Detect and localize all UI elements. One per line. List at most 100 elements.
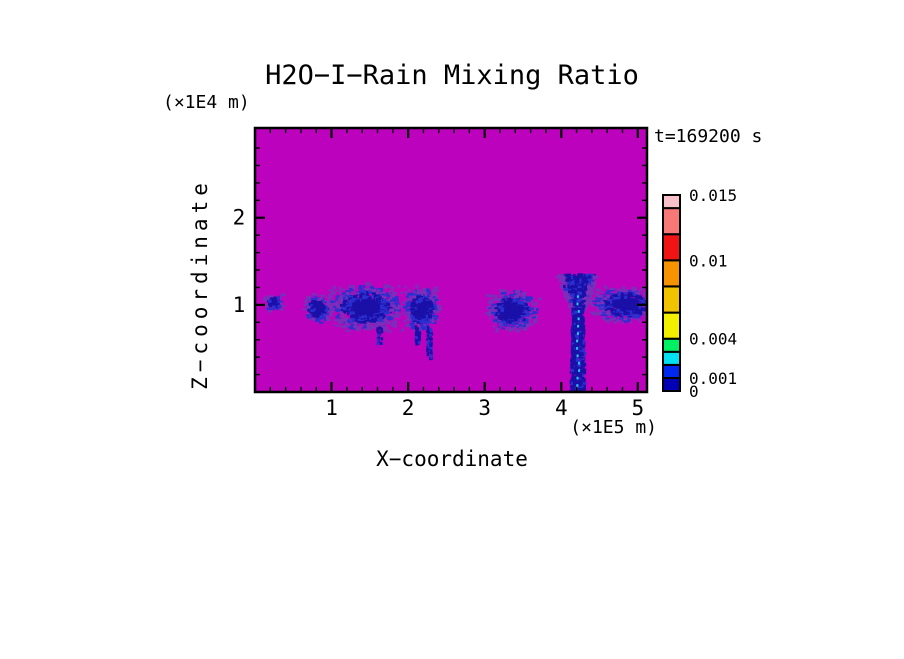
rain-speckle	[580, 328, 586, 334]
rain-speckle	[330, 314, 333, 317]
rain-speckle	[596, 302, 601, 305]
rain-speckle	[500, 316, 506, 319]
rain-speckle	[334, 303, 339, 306]
rain-speckle	[340, 288, 346, 291]
rain-speckle	[573, 360, 577, 363]
rain-speckle	[612, 299, 616, 303]
rain-speckle	[570, 363, 574, 368]
rain-speckle	[577, 313, 582, 317]
rain-speckle	[502, 319, 507, 324]
rain-speckle	[568, 290, 573, 294]
rain-speckle	[346, 325, 351, 327]
z-tick-labels: 12	[233, 206, 246, 317]
rain-speckle	[499, 289, 503, 292]
rain-speckle	[655, 294, 660, 296]
rain-speckle	[342, 307, 347, 311]
rain-speckle	[360, 317, 366, 320]
rain-speckle	[633, 287, 637, 291]
rain-speckle	[604, 319, 610, 322]
rain-speckle	[587, 285, 590, 289]
rain-speckle	[375, 305, 380, 308]
rain-speckle	[272, 307, 275, 311]
rain-speckle	[575, 280, 580, 284]
rain-speckle	[345, 302, 351, 304]
rain-speckle	[565, 297, 570, 301]
rain-speckle	[309, 307, 314, 310]
rain-speckle	[426, 334, 430, 338]
rain-speckle	[522, 304, 528, 306]
rain-speckle	[580, 344, 586, 348]
rain-speckle	[579, 278, 584, 283]
rain-speckle	[394, 299, 399, 302]
rain-speckle	[346, 304, 353, 307]
rain-speckle	[641, 302, 646, 305]
rain-speckle	[397, 304, 402, 307]
rain-speckle	[612, 296, 618, 300]
rain-speckle	[581, 299, 585, 303]
rain-speckle	[430, 346, 433, 350]
rain-speckle	[596, 306, 601, 309]
colorbar: 00.001 0.004 0.01 0.015	[662, 186, 737, 401]
rain-speckle	[425, 312, 429, 315]
rain-speckle	[266, 297, 272, 300]
rain-speckle	[644, 317, 647, 321]
rain-speckle	[649, 310, 652, 312]
rain-speckle	[335, 298, 340, 302]
rain-speckle	[316, 301, 322, 306]
rain-speckle	[349, 287, 353, 290]
rain-speckle	[412, 295, 417, 299]
rain-speckle	[277, 304, 282, 308]
rain-speckle	[492, 310, 498, 313]
rain-speckle	[408, 294, 411, 297]
rain-speckle	[583, 299, 586, 302]
rain-speckle	[424, 310, 428, 313]
rain-speckle	[359, 297, 363, 299]
rain-speckle	[380, 310, 385, 313]
rain-speckle	[362, 308, 367, 312]
rain-speckle	[379, 313, 382, 317]
rain-speckle	[318, 313, 322, 317]
rain-speckle	[606, 313, 612, 315]
rain-speckle	[307, 308, 313, 312]
rain-speckle	[328, 312, 333, 316]
rain-speckle	[650, 311, 654, 313]
rain-speckle	[433, 309, 437, 313]
rain-speckle	[330, 300, 334, 303]
rain-speckle	[380, 314, 386, 318]
rain-speckle	[577, 321, 581, 324]
rain-speckle	[571, 381, 574, 384]
rain-speckle	[406, 299, 411, 304]
rain-speckle	[579, 323, 583, 327]
rain-speckle	[348, 284, 354, 288]
rain-speckle	[504, 310, 508, 314]
rain-speckle	[486, 306, 492, 309]
rain-speckle	[321, 306, 327, 310]
rain-speckle	[573, 381, 577, 386]
rain-speckle	[500, 299, 503, 303]
rain-speckle	[383, 316, 389, 320]
rain-speckle	[587, 289, 590, 292]
rain-speckle	[374, 325, 379, 328]
rain-speckle	[610, 288, 616, 290]
rain-speckle	[593, 303, 598, 306]
rain-speckle	[504, 318, 508, 321]
rain-speckle	[331, 306, 337, 308]
rain-speckle	[624, 300, 629, 304]
rain-speckle	[359, 294, 362, 298]
rain-speckle	[421, 316, 426, 319]
rain-speckle	[600, 314, 605, 316]
rain-speckle	[379, 304, 384, 307]
rain-speckle	[616, 298, 622, 301]
rain-speckle	[596, 312, 602, 316]
rain-speckle	[565, 291, 570, 295]
rain-speckle	[378, 292, 382, 294]
colorbar-segment	[662, 233, 681, 262]
rain-speckle	[510, 310, 515, 314]
rain-speckle	[579, 348, 583, 351]
rain-speckle	[369, 298, 372, 302]
rain-speckle	[406, 318, 411, 320]
colorbar-label: 0.015	[689, 186, 737, 205]
rain-speckle	[582, 363, 587, 366]
rain-speckle	[319, 302, 324, 307]
rain-speckle	[341, 320, 344, 324]
